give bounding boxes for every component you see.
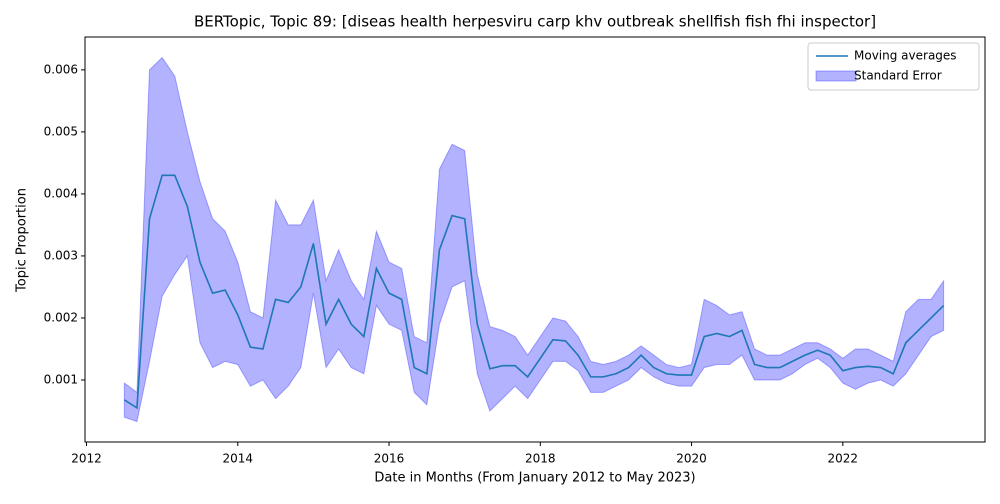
x-tick-label: 2014	[222, 452, 253, 466]
legend-label: Moving averages	[854, 49, 957, 63]
legend-box	[807, 42, 980, 91]
y-tick-label: 0.001	[44, 372, 78, 386]
legend-label: Standard Error	[854, 69, 942, 83]
x-tick-label: 2018	[525, 452, 556, 466]
y-tick-label: 0.003	[44, 248, 78, 262]
x-tick-label: 2020	[676, 452, 707, 466]
plot-frame	[84, 36, 986, 443]
y-tick-label: 0.002	[44, 310, 78, 324]
legend-swatch	[815, 70, 857, 82]
x-axis-label: Date in Months (From January 2012 to May…	[374, 471, 695, 486]
y-tick-label: 0.004	[44, 186, 78, 200]
y-axis-label: Topic Proportion	[15, 188, 30, 293]
error-band	[123, 56, 945, 423]
x-tick-label: 2016	[374, 452, 405, 466]
x-tick-label: 2022	[828, 452, 859, 466]
x-tick-label: 2012	[71, 452, 102, 466]
line	[123, 174, 945, 410]
y-tick-label: 0.005	[44, 124, 78, 138]
chart-title: BERTopic, Topic 89: [diseas health herpe…	[194, 13, 876, 31]
y-tick-label: 0.006	[44, 62, 78, 76]
